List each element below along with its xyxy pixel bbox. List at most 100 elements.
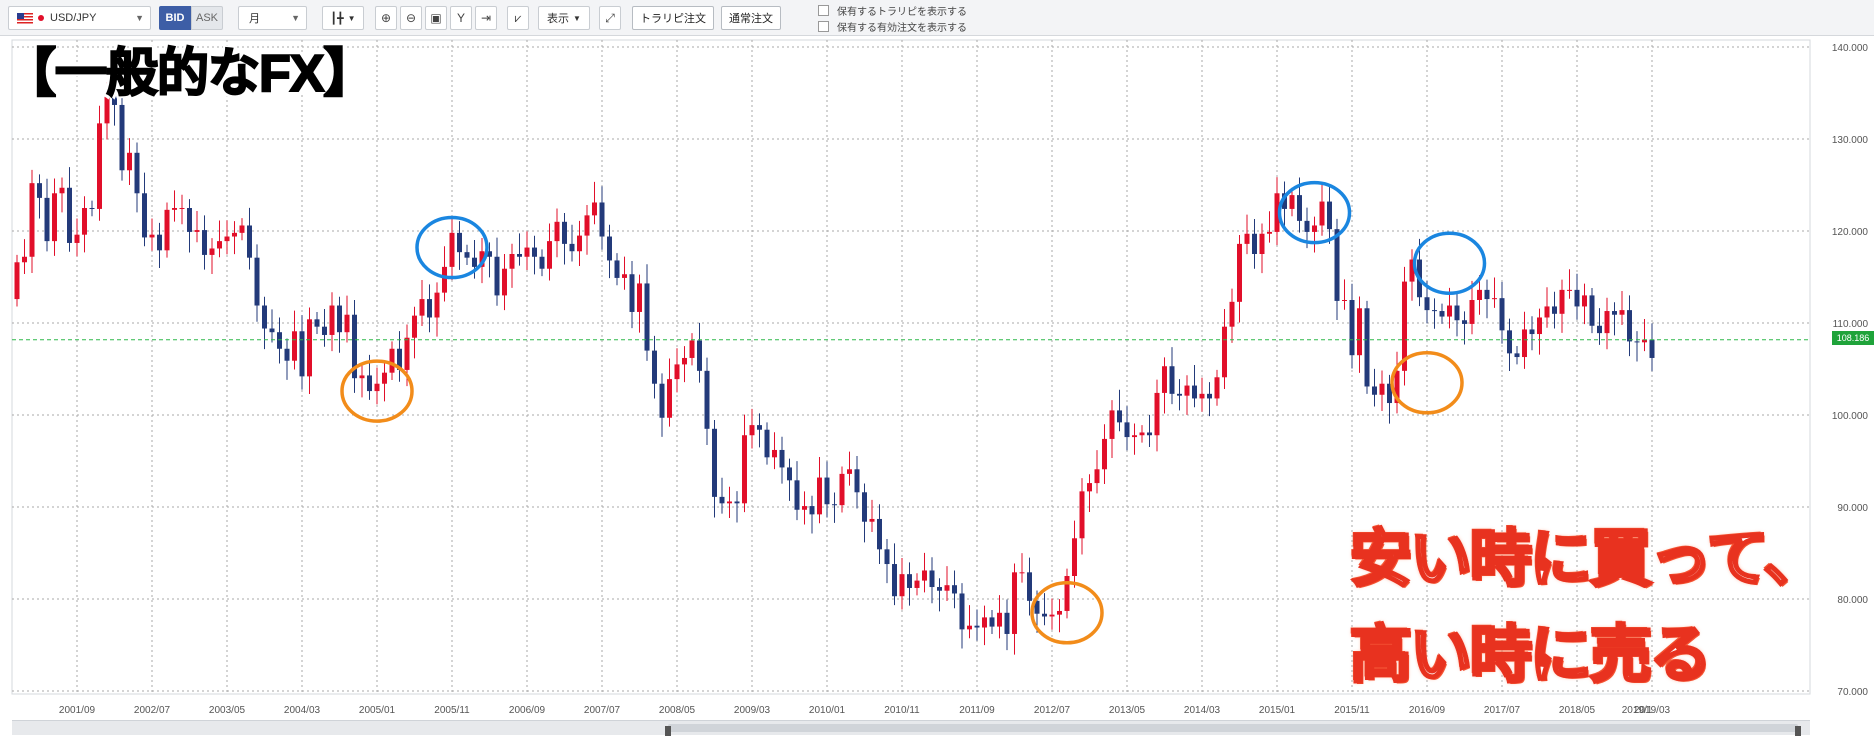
fullscreen-icon[interactable]: ⤢ bbox=[599, 6, 621, 30]
candle-body bbox=[1499, 298, 1505, 331]
candle-body bbox=[434, 292, 440, 318]
show-held-orders-option[interactable]: 保有する有効注文を表示する bbox=[818, 19, 967, 34]
scroll-to-latest-icon[interactable]: ⇥ bbox=[475, 6, 497, 30]
candle-body bbox=[1184, 385, 1190, 396]
candle-body bbox=[1484, 289, 1490, 300]
candle-body bbox=[1559, 289, 1565, 314]
candle-body bbox=[584, 215, 590, 236]
candle-body bbox=[682, 357, 687, 365]
candle-body bbox=[1529, 329, 1535, 335]
candle-body bbox=[1379, 383, 1385, 395]
candle-body bbox=[1462, 320, 1467, 324]
candle-body bbox=[667, 379, 672, 418]
candle-body bbox=[1252, 233, 1257, 254]
candle-body bbox=[37, 183, 42, 198]
candle-body bbox=[899, 574, 905, 597]
checkbox[interactable] bbox=[818, 5, 829, 16]
fit-screen-icon[interactable]: ▣ bbox=[425, 6, 447, 30]
candle-body bbox=[854, 469, 860, 493]
candle-body bbox=[1372, 386, 1377, 395]
candle-body bbox=[622, 274, 627, 278]
candle-body bbox=[1162, 366, 1167, 393]
candle-body bbox=[442, 266, 447, 293]
zoom-out-icon[interactable]: ⊖ bbox=[400, 6, 422, 30]
candle-body bbox=[1282, 193, 1287, 209]
candle-body bbox=[1364, 308, 1370, 387]
candle-body bbox=[862, 492, 867, 522]
candle-body bbox=[749, 425, 755, 436]
candle-body bbox=[74, 234, 80, 243]
candle-body bbox=[127, 152, 132, 171]
candle-body bbox=[1117, 410, 1122, 423]
indicator-icon[interactable]: ⩗ bbox=[507, 6, 529, 30]
candle-body bbox=[382, 372, 387, 384]
x-tick-label: 2003/05 bbox=[209, 705, 246, 716]
candle-body bbox=[427, 299, 432, 318]
candle-body bbox=[187, 208, 192, 232]
jp-flag-icon bbox=[38, 15, 44, 21]
symbol-label: USD/JPY bbox=[50, 12, 97, 24]
candle-body bbox=[1139, 432, 1145, 436]
trail-order-button[interactable]: トラリピ注文 bbox=[632, 6, 714, 30]
chevron-down-icon: ▼ bbox=[573, 13, 581, 23]
candle-body bbox=[539, 256, 545, 269]
candle-body bbox=[802, 506, 807, 510]
candle-body bbox=[877, 518, 882, 550]
candle-body bbox=[554, 221, 560, 242]
candle-body bbox=[22, 256, 27, 263]
candle-body bbox=[307, 319, 312, 377]
chart-type-select[interactable]: ┃╋ ▼ bbox=[322, 6, 364, 30]
ask-button[interactable]: ASK bbox=[191, 6, 223, 30]
x-tick-label: 2005/11 bbox=[434, 705, 470, 716]
candle-body bbox=[1582, 295, 1587, 307]
candle-body bbox=[457, 232, 462, 253]
candle-body bbox=[89, 208, 95, 209]
candle-body bbox=[1424, 297, 1430, 311]
candle-body bbox=[1267, 231, 1272, 234]
candle-body bbox=[1604, 311, 1610, 334]
candle-body bbox=[52, 193, 57, 242]
candle-body bbox=[577, 235, 582, 252]
candle-body bbox=[652, 350, 657, 384]
caption-line-1: 安い時に買って、 bbox=[1349, 524, 1828, 596]
x-tick-label: 2016/09 bbox=[1409, 705, 1446, 716]
candle-body bbox=[1199, 393, 1205, 399]
candle-body bbox=[494, 256, 500, 296]
candle-body bbox=[292, 331, 297, 361]
display-menu[interactable]: 表示 ▼ bbox=[538, 6, 590, 30]
scroll-thumb[interactable] bbox=[665, 724, 1801, 736]
normal-order-button[interactable]: 通常注文 bbox=[721, 6, 781, 30]
candle-body bbox=[1124, 422, 1130, 438]
scroll-handle-right[interactable] bbox=[1795, 726, 1801, 736]
candle-body bbox=[764, 429, 770, 458]
candle-body bbox=[82, 208, 87, 235]
chevron-down-icon: ▼ bbox=[291, 13, 300, 23]
candle-body bbox=[389, 348, 395, 373]
candle-body bbox=[1004, 612, 1010, 634]
show-held-trail-option[interactable]: 保有するトラリピを表示する bbox=[818, 3, 967, 18]
candle-body bbox=[959, 593, 965, 630]
candle-body bbox=[67, 187, 72, 243]
candle-body bbox=[659, 383, 665, 418]
candle-body bbox=[1342, 300, 1347, 301]
markers bbox=[12, 180, 1810, 645]
candle-body bbox=[1177, 393, 1182, 396]
period-select[interactable]: 月 ▼ bbox=[238, 6, 307, 30]
zoom-in-icon[interactable]: ⊕ bbox=[375, 6, 397, 30]
candle-body bbox=[1507, 330, 1512, 354]
candle-body bbox=[487, 251, 492, 257]
symbol-select[interactable]: USD/JPY ▼ bbox=[8, 6, 151, 30]
y-tick-label: 120.000 bbox=[1832, 227, 1869, 238]
chevron-down-icon: ▼ bbox=[135, 13, 144, 23]
checkbox[interactable] bbox=[818, 21, 829, 32]
y-axis: 140.000 130.000 120.000 110.000 100.000 90.00… bbox=[1832, 43, 1869, 698]
x-tick-label: 2005/01 bbox=[359, 705, 396, 716]
y-tick-label: 110.000 bbox=[1833, 319, 1869, 330]
scale-lock-icon[interactable]: Y bbox=[450, 6, 472, 30]
scroll-handle-left[interactable] bbox=[665, 726, 671, 736]
time-scrollbar[interactable] bbox=[12, 720, 1810, 736]
bid-button[interactable]: BID bbox=[159, 6, 191, 30]
candle-body bbox=[772, 449, 777, 458]
x-tick-label: 2002/07 bbox=[134, 705, 171, 716]
